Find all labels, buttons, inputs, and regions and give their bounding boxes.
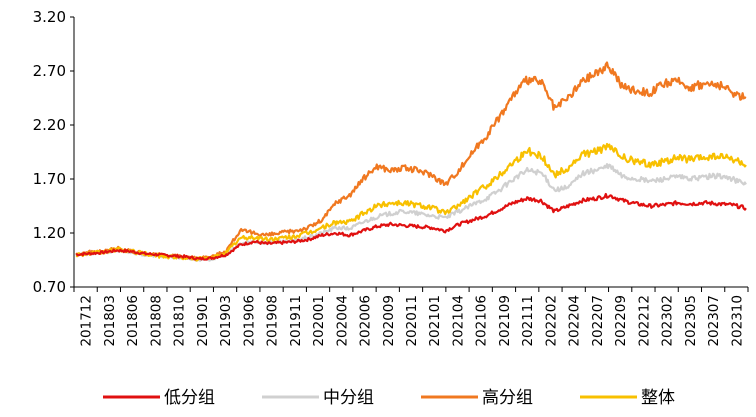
legend-label: 中分组 bbox=[323, 388, 374, 408]
x-tick-label: 202006 bbox=[358, 295, 374, 347]
x-tick-label: 202202 bbox=[543, 295, 559, 347]
x-tick-label: 202004 bbox=[334, 295, 350, 347]
legend-label: 高分组 bbox=[482, 388, 533, 408]
x-tick-label: 202109 bbox=[497, 295, 513, 347]
legend-label: 低分组 bbox=[164, 388, 215, 408]
y-tick-label: 1.70 bbox=[33, 170, 66, 188]
x-axis: 201712 201803 201806 201808 201810 201901 2019… bbox=[73, 286, 749, 347]
x-tick-label: 202011 bbox=[404, 295, 420, 347]
x-tick-label: 201911 bbox=[288, 295, 304, 347]
x-tick-label: 201901 bbox=[195, 295, 211, 347]
x-tick-label: 201806 bbox=[125, 295, 141, 347]
x-tick-label: 202302 bbox=[660, 295, 676, 347]
x-tick-label: 202310 bbox=[729, 295, 745, 347]
x-tick-label: 202106 bbox=[474, 295, 490, 347]
x-tick-label: 201906 bbox=[241, 295, 257, 347]
x-tick-label: 202101 bbox=[427, 295, 443, 347]
y-tick-label: 0.70 bbox=[33, 278, 66, 296]
x-tick-label: 202212 bbox=[636, 295, 652, 347]
y-tick-label: 2.20 bbox=[33, 116, 66, 134]
x-tick-label: 202009 bbox=[381, 295, 397, 347]
y-tick-label: 2.70 bbox=[33, 62, 66, 80]
x-tick-label: 201803 bbox=[102, 295, 118, 347]
legend-label: 整体 bbox=[641, 388, 675, 408]
x-tick-label: 202111 bbox=[520, 295, 536, 347]
series-line bbox=[75, 192, 747, 261]
x-tick-label: 202001 bbox=[311, 295, 327, 347]
series-line bbox=[75, 142, 747, 262]
x-tick-label: 201903 bbox=[218, 295, 234, 347]
x-tick-label: 202204 bbox=[567, 295, 583, 347]
x-tick-label: 202207 bbox=[590, 295, 606, 347]
plot-area bbox=[75, 61, 747, 262]
y-axis: 0.70 1.20 1.70 2.20 2.70 3.20 bbox=[33, 8, 75, 296]
x-tick-label: 202305 bbox=[683, 295, 699, 347]
y-tick-label: 3.20 bbox=[33, 8, 66, 26]
y-tick-label: 1.20 bbox=[33, 224, 66, 242]
x-tick-label: 202307 bbox=[706, 295, 722, 347]
x-tick-label: 201712 bbox=[79, 295, 95, 347]
x-tick-label: 202104 bbox=[450, 295, 466, 347]
series-line bbox=[75, 163, 747, 262]
x-tick-label: 201808 bbox=[148, 295, 164, 347]
legend: 低分组 中分组 高分组 整体 bbox=[103, 388, 675, 408]
x-tick-label: 201810 bbox=[172, 295, 188, 347]
x-tick-label: 201908 bbox=[265, 295, 281, 347]
x-tick-label: 202209 bbox=[613, 295, 629, 347]
